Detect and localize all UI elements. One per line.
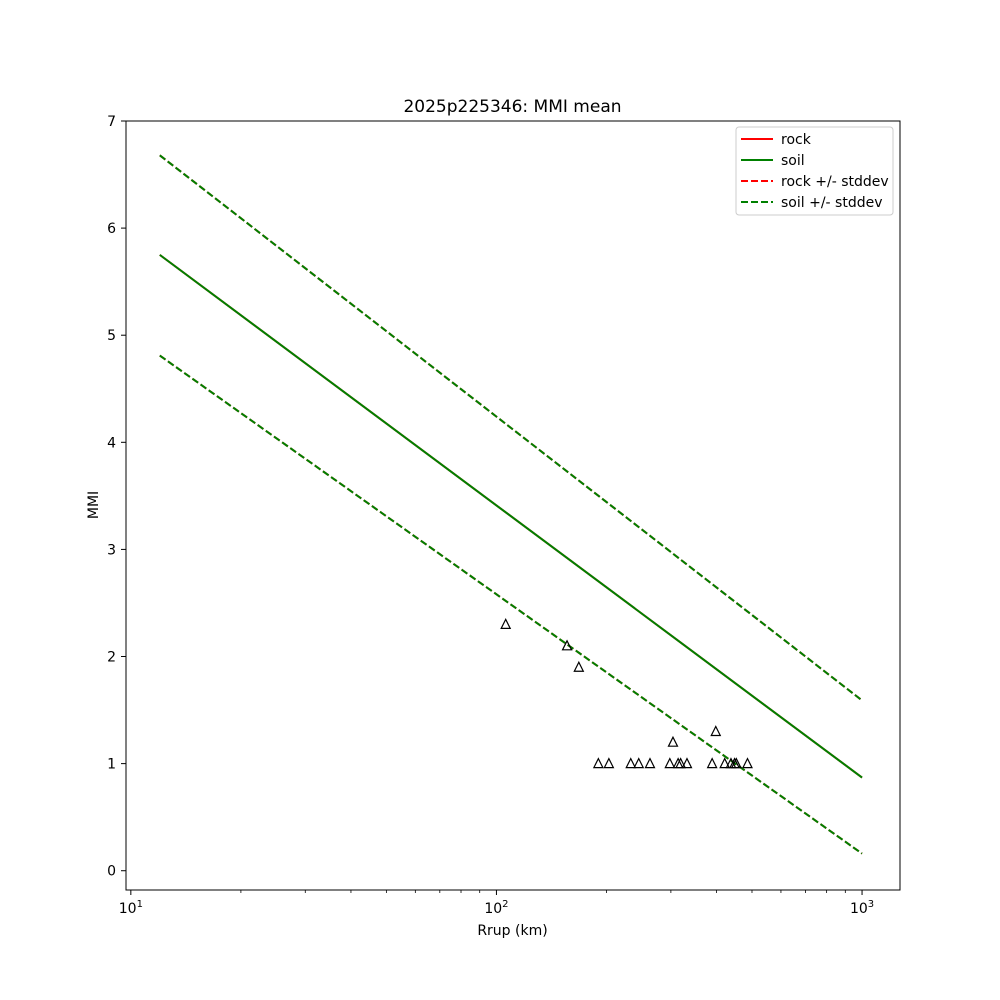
observation-marker [681,757,693,769]
legend: rock soil rock +/- stddev soil +/- stddev [735,126,894,216]
y-tick-label: 3 [107,542,116,558]
observation-marker [573,660,585,672]
series-line-soil-stddev [159,154,863,702]
legend-label: rock +/- stddev [781,174,889,190]
observation-marker [719,757,731,769]
observation-marker [742,757,753,769]
legend-box [735,126,894,216]
y-tick-label: 4 [107,435,116,451]
observation-marker [730,757,742,769]
y-tick-label: 6 [107,221,116,237]
axes-frame [125,120,901,891]
observation-marker [675,757,687,769]
observation-marker [633,757,645,769]
y-axis-label: MMI [86,491,102,519]
series-line-soil [159,254,863,779]
y-tick-label: 1 [107,757,116,773]
observation-marker [706,757,718,769]
legend-label: soil +/- stddev [781,195,883,211]
series-line-soil-stddev-lower [159,354,863,855]
y-tick-label: 5 [107,328,116,344]
observation-marker [561,639,573,651]
observation-marker [710,725,722,737]
x-tick-label: 103 [850,899,874,917]
legend-label: rock [781,132,812,148]
observation-marker [667,735,679,747]
y-tick-label: 2 [107,650,116,666]
observation-marker [603,757,615,769]
legend-label: soil [781,153,805,169]
chart-title: 2025p225346: MMI mean [403,97,621,117]
y-tick-label: 0 [107,864,116,880]
observation-marker [664,757,676,769]
observation-marker [644,757,656,769]
y-tick-label: 7 [107,114,116,130]
observation-marker [592,757,604,769]
x-axis-label: Rrup (km) [477,923,547,939]
x-tick-label: 102 [484,899,508,917]
x-tick-label: 101 [119,899,143,917]
observation-marker [500,618,512,629]
plot-area: 0 1 2 3 4 5 6 7 101 102 103 [107,114,901,917]
observation-marker [625,757,637,769]
